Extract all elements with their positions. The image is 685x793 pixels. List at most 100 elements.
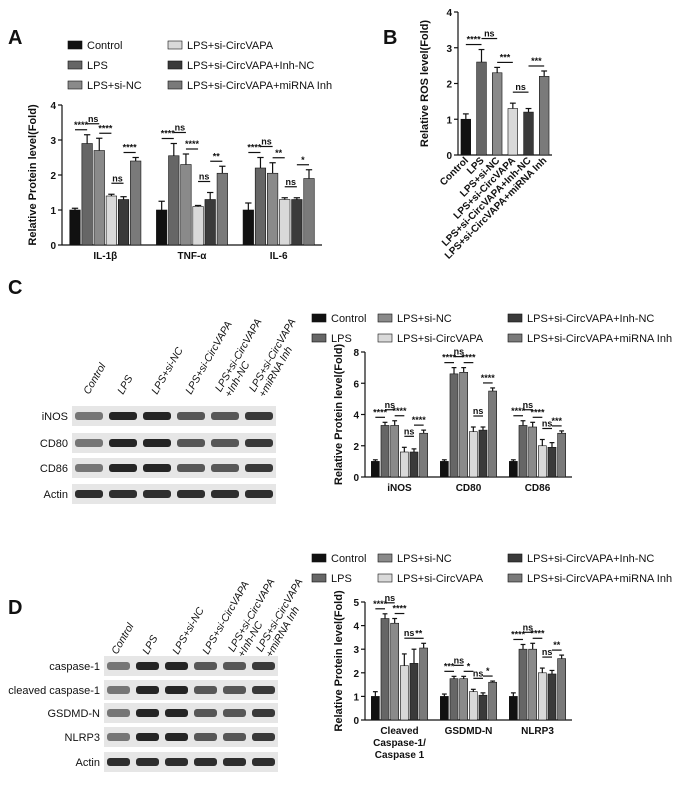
blot-band xyxy=(177,439,205,447)
y-axis-label: Relative ROS level(Fold) xyxy=(419,20,431,147)
blot-band xyxy=(252,686,275,694)
bar xyxy=(557,432,566,478)
row-label: Actin xyxy=(44,489,68,501)
bar xyxy=(69,209,81,246)
y-tick-label: 3 xyxy=(446,44,452,55)
bar xyxy=(168,155,180,246)
blot-band xyxy=(136,686,159,694)
significance-label: ns xyxy=(404,628,415,638)
row-label: Actin xyxy=(76,757,100,769)
legend-label: LPS+si-CircVAPA+Inh-NC xyxy=(527,553,654,565)
error-bar xyxy=(219,165,226,174)
legend-label: LPS+si-CircVAPA xyxy=(397,573,484,585)
y-tick-label: 1 xyxy=(50,206,56,217)
blot-band xyxy=(252,733,275,741)
lane-label-line: Control xyxy=(109,621,137,657)
blot-band xyxy=(143,464,171,472)
error-bar xyxy=(170,142,177,156)
bar xyxy=(449,373,459,478)
lane-label: Control xyxy=(81,361,109,397)
bar xyxy=(216,172,228,246)
error-bar xyxy=(401,653,407,666)
y-tick-label: 4 xyxy=(446,8,452,19)
significance-label: **** xyxy=(530,407,545,417)
error-bar xyxy=(559,430,565,434)
blot-band xyxy=(223,758,246,766)
x-tick-label: Caspase 1 xyxy=(375,750,425,761)
error-bar xyxy=(293,197,301,200)
lane-label-line: LPS xyxy=(140,633,160,656)
bar xyxy=(254,167,267,246)
x-tick-label: IL-6 xyxy=(270,251,288,262)
bar xyxy=(117,199,130,246)
legend-label: LPS+si-CircVAPA xyxy=(187,40,274,52)
bar xyxy=(409,451,419,478)
error-bar xyxy=(108,193,115,196)
error-bar xyxy=(549,669,555,674)
blot-band xyxy=(107,662,130,670)
significance-label: **** xyxy=(373,599,388,609)
error-bar xyxy=(510,459,516,462)
bar xyxy=(371,461,380,478)
y-tick-label: 0 xyxy=(446,151,452,162)
x-tick-label: CD86 xyxy=(525,483,551,494)
blot-band xyxy=(177,412,205,420)
bar xyxy=(399,665,409,721)
error-bar xyxy=(392,617,398,624)
blot-band xyxy=(223,662,246,670)
lane-label-line: LPS+si-NC xyxy=(149,345,186,397)
legend-label: LPS+si-NC xyxy=(397,313,452,325)
row-label: CD80 xyxy=(40,438,68,450)
bar xyxy=(242,209,254,246)
legend-label: LPS+si-NC xyxy=(397,553,452,565)
error-bar xyxy=(530,421,536,427)
bar xyxy=(459,372,469,478)
blot-strip xyxy=(104,680,278,700)
significance-label: ns xyxy=(542,419,553,429)
significance-label: **** xyxy=(511,629,526,639)
bar xyxy=(547,447,557,478)
significance-label: ns xyxy=(515,82,526,92)
bar xyxy=(380,425,390,478)
legend-swatch xyxy=(507,333,523,343)
blot-strip xyxy=(72,458,276,478)
error-bar xyxy=(305,169,313,179)
y-tick-label: 3 xyxy=(353,645,359,656)
blot-band xyxy=(194,709,217,717)
y-tick-label: 2 xyxy=(50,171,56,182)
significance-label: ** xyxy=(213,151,221,161)
blot-band xyxy=(107,758,130,766)
error-bar xyxy=(257,156,264,168)
significance-label: **** xyxy=(74,120,89,130)
blot-band xyxy=(75,464,103,472)
lane-label: LPS xyxy=(140,633,160,656)
legend-label: LPS xyxy=(87,60,108,72)
error-bar xyxy=(421,429,427,434)
bar xyxy=(528,426,538,478)
significance-label: ns xyxy=(484,29,495,39)
error-bar xyxy=(441,693,447,697)
blot-band xyxy=(143,412,171,420)
significance-label: **** xyxy=(161,129,176,139)
lane-label: Control xyxy=(109,621,137,657)
y-tick-label: 4 xyxy=(353,622,359,633)
row-label: cleaved caspase-1 xyxy=(8,685,100,697)
legend-swatch xyxy=(67,80,83,90)
bar xyxy=(204,199,216,246)
error-bar xyxy=(559,654,565,659)
blot-band xyxy=(136,733,159,741)
panel-letter: C xyxy=(8,277,22,299)
error-bar xyxy=(96,137,103,151)
significance-label: *** xyxy=(444,661,455,671)
bar xyxy=(380,618,390,721)
y-tick-label: 2 xyxy=(446,80,452,91)
legend-label: LPS+si-CircVAPA+miRNA Inh xyxy=(527,573,672,585)
blot-band xyxy=(75,490,103,498)
bar xyxy=(81,143,93,246)
bar xyxy=(130,160,142,246)
blot-band xyxy=(136,709,159,717)
blot-band xyxy=(245,490,273,498)
y-tick-label: 6 xyxy=(353,379,359,390)
significance-label: ** xyxy=(415,628,423,638)
row-label: CD86 xyxy=(40,463,68,475)
